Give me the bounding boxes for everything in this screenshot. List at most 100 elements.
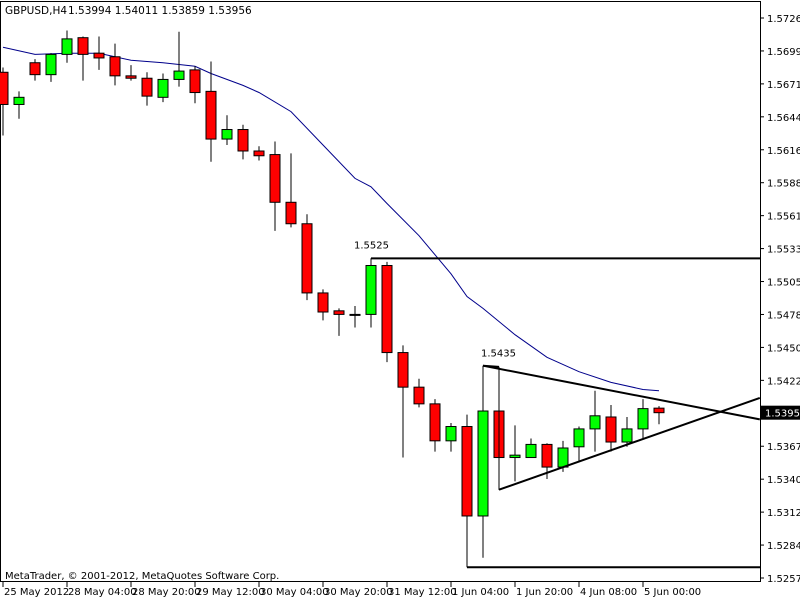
time-tick-label: 5 Jun 00:00 [644, 587, 701, 598]
candle [61, 30, 73, 63]
time-tick-label: 29 May 12:00 [196, 587, 265, 598]
candle [637, 399, 649, 439]
upper-trendline [482, 364, 760, 421]
candle [141, 72, 153, 106]
bullish-candle-body [637, 408, 649, 430]
bearish-candle-body [141, 77, 153, 97]
candle [397, 345, 409, 458]
candle [205, 61, 217, 162]
candles-layer [0, 30, 665, 568]
candle [589, 390, 601, 452]
candle [349, 306, 361, 328]
price-tick-label: 1.55335 [767, 245, 800, 256]
candle [317, 289, 329, 321]
candle [381, 261, 393, 363]
candle [573, 426, 585, 463]
candle [93, 36, 105, 70]
price-tick-label: 1.57265 [767, 14, 800, 25]
bearish-candle-body [413, 386, 425, 405]
bullish-candle-body [477, 410, 489, 517]
bullish-candle-body [221, 129, 233, 140]
candle [461, 414, 473, 568]
bearish-candle-body [237, 129, 249, 152]
time-tick-label: 28 May 20:00 [132, 587, 201, 598]
chart-frame [0, 1, 761, 582]
bearish-candle-body [333, 310, 345, 315]
moving-average-line [2, 46, 660, 392]
bearish-candle-body [397, 352, 409, 388]
candle [413, 378, 425, 408]
price-tick-label: 1.55055 [767, 278, 800, 289]
price-tick-label: 1.53675 [767, 442, 800, 453]
time-tick-label: 28 May 04:00 [68, 587, 137, 598]
price-tick-label: 1.52570 [767, 574, 800, 585]
time-tick-label: 1 Jun 20:00 [516, 587, 573, 598]
bearish-candle-body [0, 71, 9, 105]
candle [477, 365, 489, 558]
triangle-top-connector [482, 364, 500, 368]
drawing-objects-layer: 1.5525 1.5435 [354, 240, 761, 569]
time-tick-label: 4 Jun 08:00 [580, 587, 637, 598]
candle [189, 66, 201, 104]
candle [301, 214, 313, 301]
bearish-candle-body [461, 426, 473, 517]
candle [29, 59, 41, 81]
current-price-label: 1.53956 [765, 409, 800, 420]
bearish-candle-body [301, 223, 313, 294]
price-tick-label: 1.53400 [767, 475, 800, 486]
price-tick-label: 1.54505 [767, 343, 800, 354]
bearish-candle-body [29, 62, 41, 76]
price-tick-label: 1.56160 [767, 146, 800, 157]
moving-average-layer [2, 46, 660, 392]
price-tick-label: 1.56715 [767, 80, 800, 91]
candle [125, 65, 137, 81]
bearish-candle-body [253, 150, 265, 157]
time-tick-label: 30 May 20:00 [324, 587, 393, 598]
bearish-candle-body [317, 292, 329, 313]
candle [429, 399, 441, 452]
bullish-candle-body [13, 96, 25, 105]
resistance-label: 1.5525 [354, 240, 389, 251]
candle [45, 53, 57, 82]
bearish-candle-body [77, 37, 89, 55]
bearish-candle-body [653, 407, 665, 414]
bullish-candle-body [45, 53, 57, 76]
bearish-candle-body [93, 52, 105, 59]
bullish-candle-body [621, 428, 633, 443]
price-axis[interactable]: 1.57265 1.56990 1.56715 1.56440 1.56160 1.558… [760, 14, 800, 585]
price-tick-label: 1.56440 [767, 113, 800, 124]
chart-ohlc-readout: 1.53994 1.54011 1.53859 1.53956 [68, 5, 252, 17]
candle [173, 31, 185, 87]
time-tick-label: 30 May 04:00 [260, 587, 329, 598]
bearish-candle-body [125, 75, 137, 79]
bullish-candle-body [365, 264, 377, 315]
price-tick-label: 1.55610 [767, 212, 800, 223]
candle [365, 258, 377, 328]
price-tick-label: 1.56990 [767, 47, 800, 58]
copyright-text: MetaTrader, © 2001-2012, MetaQuotes Soft… [5, 571, 279, 582]
candle [445, 422, 457, 452]
chart-symbol-timeframe: GBPUSD,H4 [5, 5, 67, 17]
price-tick-label: 1.54780 [767, 310, 800, 321]
bullish-candle-body [445, 426, 457, 442]
candle [509, 425, 521, 482]
candle [253, 146, 265, 161]
time-tick-label: 25 May 2012 [4, 587, 69, 598]
bullish-candle-body [525, 443, 537, 459]
price-tick-label: 1.53120 [767, 508, 800, 519]
candle [605, 405, 617, 452]
candle [13, 91, 25, 119]
candle [0, 67, 9, 136]
bullish-candle-body [589, 415, 601, 430]
bullish-candle-body [349, 313, 361, 316]
bearish-candle-body [269, 154, 281, 203]
candle [285, 153, 297, 228]
candle [269, 141, 281, 231]
bearish-candle-body [541, 443, 553, 468]
candle [525, 438, 537, 459]
bullish-candle-body [61, 38, 73, 55]
bearish-candle-body [429, 403, 441, 442]
triangle-high-label: 1.5435 [481, 349, 516, 360]
